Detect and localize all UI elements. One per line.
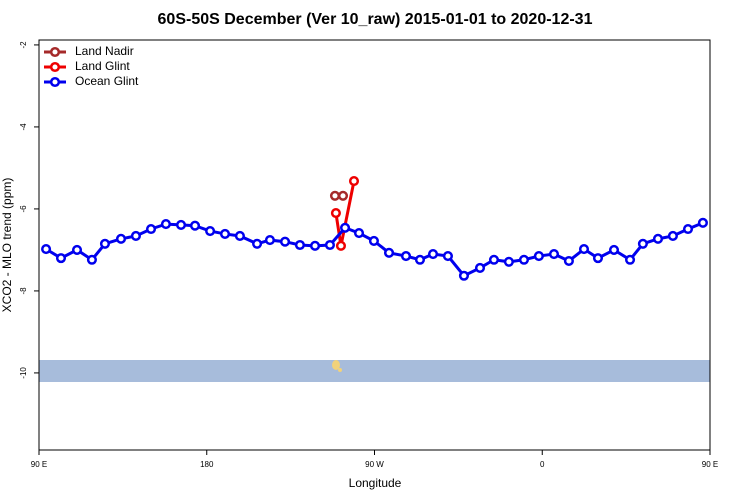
point bbox=[264, 235, 275, 246]
point bbox=[189, 220, 201, 231]
x-tick-label: 90 E bbox=[31, 460, 47, 469]
point bbox=[488, 254, 500, 265]
point bbox=[205, 226, 216, 237]
point bbox=[414, 254, 426, 265]
map-strip bbox=[39, 360, 710, 382]
point bbox=[330, 207, 341, 219]
point bbox=[533, 251, 544, 262]
point bbox=[55, 253, 67, 264]
point bbox=[324, 239, 336, 251]
x-tick-label: 180 bbox=[200, 460, 214, 469]
point bbox=[637, 238, 648, 249]
legend-label: Land Glint bbox=[75, 59, 130, 73]
series-line bbox=[45, 221, 704, 278]
map-land bbox=[338, 368, 342, 372]
point bbox=[335, 240, 347, 251]
point bbox=[219, 228, 231, 239]
point bbox=[41, 244, 52, 255]
point bbox=[427, 248, 439, 260]
point bbox=[115, 233, 127, 244]
point bbox=[368, 235, 379, 246]
point bbox=[99, 238, 111, 249]
point bbox=[503, 256, 514, 267]
point bbox=[279, 236, 291, 247]
point bbox=[563, 255, 574, 267]
legend-marker bbox=[49, 76, 61, 88]
legend-marker bbox=[49, 46, 61, 58]
point bbox=[608, 244, 620, 255]
point bbox=[130, 230, 141, 242]
map-land bbox=[332, 360, 340, 370]
point bbox=[353, 228, 365, 239]
point bbox=[548, 248, 560, 260]
x-axis-label: Longitude bbox=[349, 476, 402, 490]
point bbox=[234, 230, 245, 242]
point bbox=[337, 190, 349, 201]
point bbox=[252, 238, 263, 249]
point bbox=[592, 253, 604, 264]
point bbox=[145, 223, 157, 235]
point bbox=[697, 217, 708, 228]
point bbox=[160, 219, 171, 230]
chart-title: 60S-50S December (Ver 10_raw) 2015-01-01… bbox=[158, 11, 593, 28]
point bbox=[578, 244, 590, 255]
point bbox=[340, 222, 351, 233]
point bbox=[383, 247, 395, 258]
point bbox=[71, 244, 83, 255]
y-tick-label: -8 bbox=[19, 287, 28, 295]
point bbox=[294, 239, 305, 251]
x-tick-label: 90 W bbox=[365, 460, 384, 469]
point bbox=[86, 254, 97, 265]
point bbox=[682, 223, 694, 235]
point bbox=[175, 219, 187, 230]
point bbox=[329, 190, 341, 201]
point bbox=[458, 270, 470, 281]
point bbox=[442, 251, 453, 262]
point bbox=[400, 251, 412, 262]
point bbox=[652, 233, 664, 244]
point bbox=[309, 240, 321, 251]
x-tick-label: 0 bbox=[540, 460, 545, 469]
y-tick-label: -10 bbox=[19, 367, 28, 379]
y-tick-label: -2 bbox=[19, 41, 28, 49]
legend-label: Land Nadir bbox=[75, 44, 134, 58]
legend-label: Ocean Glint bbox=[75, 74, 139, 88]
legend-marker bbox=[49, 61, 61, 73]
y-tick-label: -6 bbox=[19, 205, 28, 213]
point bbox=[518, 254, 530, 265]
x-tick-label: 90 E bbox=[702, 460, 718, 469]
y-tick-label: -4 bbox=[19, 123, 28, 131]
point bbox=[474, 262, 486, 274]
point bbox=[667, 230, 678, 242]
y-axis-label: XCO2 - MLO trend (ppm) bbox=[0, 178, 14, 313]
point bbox=[624, 254, 636, 265]
point bbox=[348, 175, 360, 187]
